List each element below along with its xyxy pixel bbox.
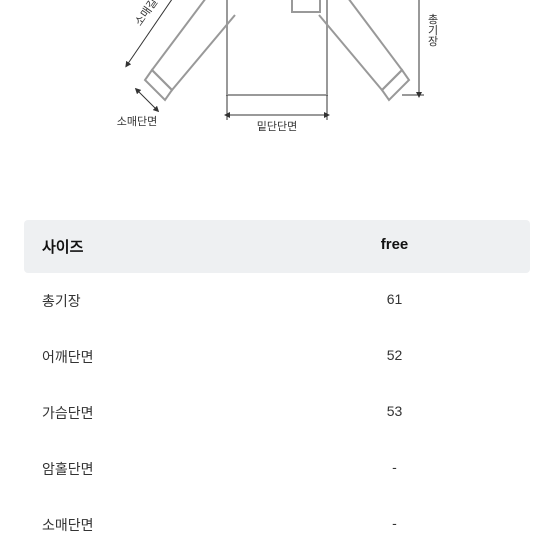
table-row: 가슴단면 53 bbox=[24, 385, 530, 441]
row-label: 총기장 bbox=[42, 291, 277, 311]
page-container: 가슴단면 밑단단면 암홀 소매길이 소매단면 총기장 bbox=[0, 0, 554, 554]
size-table: 사이즈 free 총기장 61 어깨단면 52 가슴단면 53 암홀단면 - 소… bbox=[24, 220, 530, 553]
row-label: 소매단면 bbox=[42, 515, 277, 535]
hem-label: 밑단단면 bbox=[257, 120, 297, 133]
sleeve-length-label: 소매길이 bbox=[132, 0, 166, 28]
table-row: 총기장 61 bbox=[24, 273, 530, 329]
diagram-svg: 가슴단면 밑단단면 암홀 소매길이 소매단면 총기장 bbox=[97, 0, 457, 180]
row-value: - bbox=[277, 515, 512, 535]
row-value: 61 bbox=[277, 291, 512, 311]
header-size-label: 사이즈 bbox=[42, 236, 277, 257]
table-row: 암홀단면 - bbox=[24, 441, 530, 497]
cuff-label: 소매단면 bbox=[117, 115, 157, 128]
header-size-value: free bbox=[277, 236, 512, 257]
row-value: 52 bbox=[277, 347, 512, 367]
row-value: - bbox=[277, 459, 512, 479]
row-label: 가슴단면 bbox=[42, 403, 277, 423]
garment-diagram: 가슴단면 밑단단면 암홀 소매길이 소매단면 총기장 bbox=[0, 0, 554, 200]
total-length-label: 총기장 bbox=[426, 13, 438, 46]
table-row: 소매단면 - bbox=[24, 497, 530, 553]
table-row: 어깨단면 52 bbox=[24, 329, 530, 385]
table-header-row: 사이즈 free bbox=[24, 220, 530, 273]
row-label: 암홀단면 bbox=[42, 459, 277, 479]
row-value: 53 bbox=[277, 403, 512, 423]
row-label: 어깨단면 bbox=[42, 347, 277, 367]
